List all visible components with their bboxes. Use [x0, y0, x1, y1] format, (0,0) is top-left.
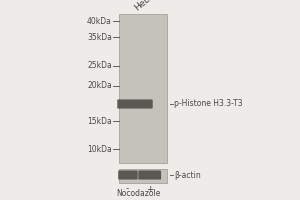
Text: p-Histone H3.3-T3: p-Histone H3.3-T3 [174, 99, 243, 108]
FancyBboxPatch shape [118, 170, 138, 180]
Text: 15kDa: 15kDa [87, 116, 112, 126]
FancyBboxPatch shape [117, 99, 153, 109]
Text: +: + [146, 184, 153, 194]
Text: -: - [126, 184, 129, 194]
Text: 10kDa: 10kDa [87, 144, 112, 154]
Bar [118, 14, 166, 163]
Text: 20kDa: 20kDa [87, 82, 112, 90]
Text: HeLa: HeLa [132, 0, 156, 13]
Text: 35kDa: 35kDa [87, 32, 112, 42]
Text: Nocodazole: Nocodazole [116, 189, 160, 198]
FancyBboxPatch shape [138, 170, 161, 180]
Bar [118, 169, 166, 183]
Text: 40kDa: 40kDa [87, 17, 112, 25]
Text: 25kDa: 25kDa [87, 62, 112, 71]
Text: β-actin: β-actin [174, 170, 201, 180]
